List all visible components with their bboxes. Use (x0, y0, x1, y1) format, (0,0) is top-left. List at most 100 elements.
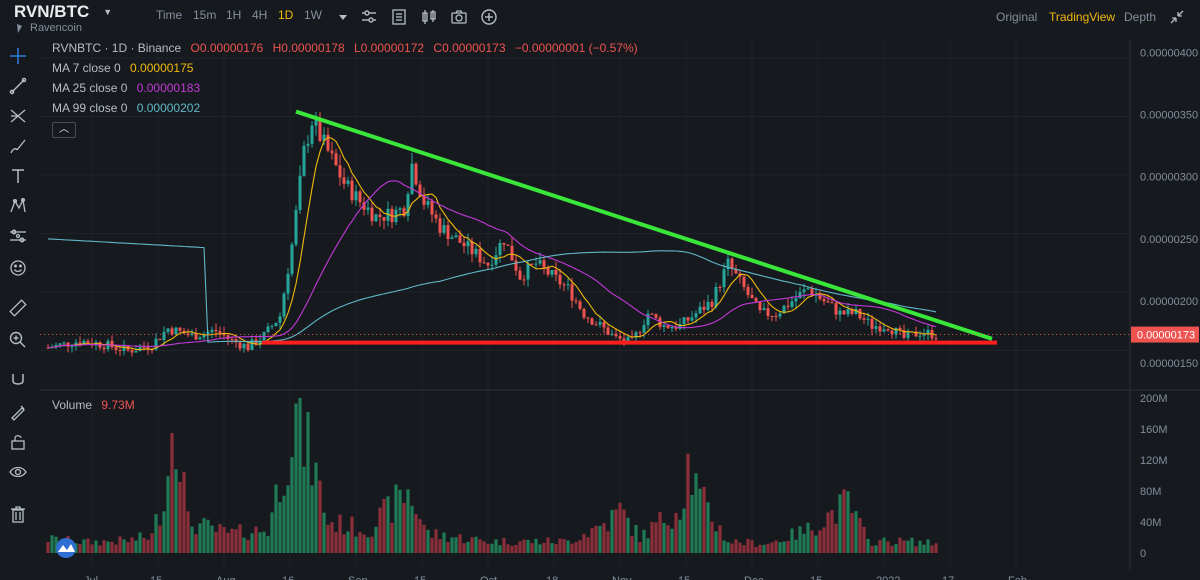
volume-bar (490, 543, 494, 553)
candle-body (914, 331, 918, 337)
candle-body (462, 242, 466, 247)
candle-body (318, 119, 322, 141)
magnet-icon[interactable] (8, 370, 28, 390)
eye-icon[interactable] (8, 462, 28, 482)
candle-style-icon[interactable] (420, 8, 438, 26)
timeframe-1h[interactable]: 1H (226, 8, 242, 22)
pattern-icon[interactable] (8, 196, 28, 216)
study-template-icon[interactable] (390, 8, 408, 26)
volume-bar (570, 543, 574, 553)
volume-bar (634, 525, 638, 553)
candle-body (438, 218, 442, 233)
timeframe-1d[interactable]: 1D (278, 8, 294, 22)
volume-bar (726, 542, 730, 553)
volume-bar (306, 412, 310, 553)
candle-body (894, 327, 898, 335)
volume-bar (406, 489, 410, 553)
last-price-tag (1131, 326, 1199, 343)
candle-body (330, 150, 334, 154)
emoji-icon[interactable] (8, 258, 28, 278)
crosshair-icon[interactable] (8, 46, 28, 66)
candle-body (766, 308, 770, 316)
volume-bar (830, 510, 834, 553)
volume-bar (426, 529, 430, 553)
zoom-icon[interactable] (8, 330, 28, 350)
candle-body (266, 326, 270, 333)
lock-drawing-icon[interactable] (8, 402, 28, 422)
candle-body (566, 284, 570, 286)
add-circle-icon[interactable] (480, 8, 498, 26)
price-tick-label: 0.00000150 (1140, 358, 1198, 370)
timeframe-time[interactable]: Time (156, 8, 183, 22)
view-original[interactable]: Original (996, 10, 1038, 24)
volume-bar (550, 543, 554, 553)
candle-body (582, 308, 586, 318)
volume-bar (386, 496, 390, 553)
logo-mark (58, 544, 75, 552)
volume-bar (190, 526, 194, 553)
volume-bar (686, 453, 690, 553)
volume-bar (262, 531, 266, 553)
volume-bar (482, 541, 486, 553)
volume-bar (814, 535, 818, 553)
volume-bar (806, 522, 810, 553)
symbol-selector[interactable]: RVN/BTC ▼ (14, 2, 112, 22)
volume-bar (370, 536, 374, 553)
candle-body (298, 175, 302, 211)
collapse-legend-button[interactable]: ︿ (52, 122, 76, 138)
volume-bar (390, 522, 394, 553)
volume-bar (850, 512, 854, 553)
ma99-legend[interactable]: MA 99 close 0 0.00000202 (52, 101, 200, 115)
candle-body (794, 298, 798, 302)
trash-icon[interactable] (8, 504, 28, 524)
candle-body (410, 163, 414, 195)
volume-bar (254, 526, 258, 553)
ma7-legend[interactable]: MA 7 close 0 0.00000175 (52, 61, 193, 75)
volume-bar (558, 538, 562, 553)
view-tradingview[interactable]: TradingView (1049, 10, 1116, 24)
candle-body (226, 335, 230, 339)
volume-bar (718, 525, 722, 553)
volume-bar (654, 522, 658, 553)
volume-bar (698, 488, 702, 553)
unlock-icon[interactable] (8, 432, 28, 452)
dropdown-caret-icon[interactable] (334, 8, 352, 26)
candle-body (538, 260, 542, 264)
timeframe-1w[interactable]: 1W (304, 8, 322, 22)
candle-body (250, 339, 254, 351)
collapse-arrows-icon[interactable] (1168, 8, 1186, 26)
candle-body (326, 134, 330, 151)
timeframe-15m[interactable]: 15m (193, 8, 217, 22)
view-depth[interactable]: Depth (1124, 10, 1157, 24)
fib-tool-icon[interactable] (8, 106, 28, 126)
candle-body (830, 302, 834, 304)
candle-body (218, 331, 222, 334)
volume-bar (578, 540, 582, 553)
indicator-settings-icon[interactable] (360, 8, 378, 26)
candle-body (746, 286, 750, 295)
candle-body (234, 339, 238, 343)
timeframe-4h[interactable]: 4H (252, 8, 268, 22)
forecast-icon[interactable] (8, 226, 28, 246)
volume-bar (910, 537, 914, 553)
volume-bar (106, 541, 110, 553)
text-icon[interactable] (8, 166, 28, 186)
trend-line-icon[interactable] (8, 76, 28, 96)
candle-body (70, 346, 74, 348)
candle-body (174, 327, 178, 335)
ma25-legend[interactable]: MA 25 close 0 0.00000183 (52, 81, 200, 95)
price-tick-label: 0.00000350 (1140, 110, 1198, 122)
volume-tick-label: 200M (1140, 393, 1168, 405)
ruler-icon[interactable] (8, 298, 28, 318)
candle-body (790, 301, 794, 307)
candle-body (306, 143, 310, 146)
candle-body (782, 305, 786, 314)
camera-icon[interactable] (450, 8, 468, 26)
price-chart[interactable]: 0.00000400 0.00000350 0.00000300 0.00000250… (38, 36, 1200, 580)
volume-bar (598, 525, 602, 553)
volume-bar (170, 433, 174, 553)
volume-bar (286, 485, 290, 553)
volume-bar (218, 524, 222, 553)
brush-icon[interactable] (8, 136, 28, 156)
volume-bar (554, 544, 558, 553)
